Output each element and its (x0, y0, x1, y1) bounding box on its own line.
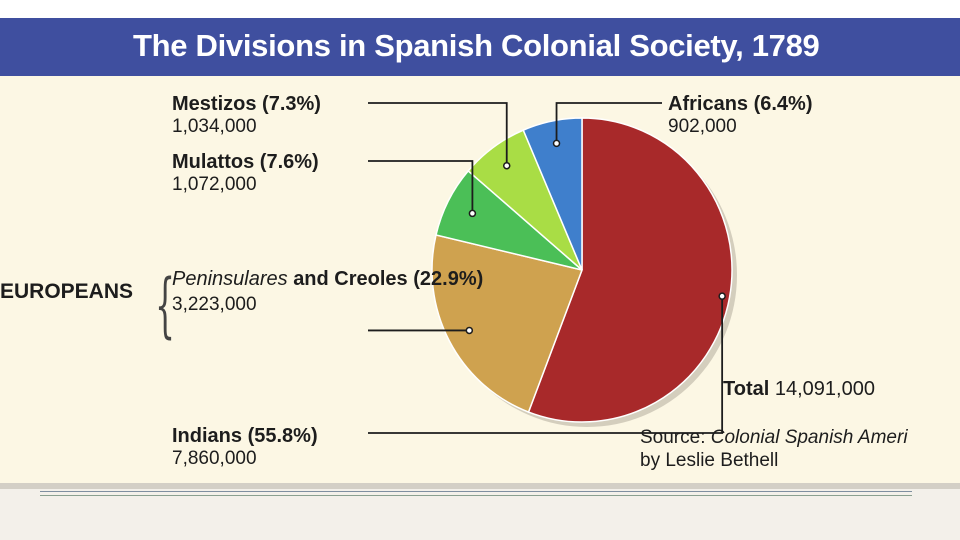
leader-line-africans (555, 102, 662, 144)
leader-line-mestizos (368, 102, 508, 166)
slice-count: 1,034,000 (172, 116, 257, 137)
slice-count: 3,223,000 (172, 294, 257, 315)
panel-shadow (0, 483, 960, 489)
slice-percent: (7.3%) (262, 93, 321, 115)
slice-percent: (22.9%) (413, 268, 484, 290)
group-label-europeans: EUROPEANS (0, 280, 134, 303)
group-brace: { (155, 264, 176, 346)
pie-slice-indians (527, 117, 733, 423)
slice-count: 902,000 (668, 116, 737, 137)
total-value: 14,091,000 (774, 378, 875, 400)
pie-slice-africans (522, 117, 583, 271)
leader-dot-mestizos (502, 161, 511, 170)
title-bar (0, 18, 960, 76)
slice-name: Mulattos (172, 151, 255, 173)
total-label: Total 14,091,000 (723, 378, 875, 401)
slice-percent: (55.8%) (247, 425, 318, 447)
slice-name: Africans (668, 93, 749, 115)
slice-percent: (7.6%) (259, 151, 319, 173)
leader-dot-africans (552, 139, 561, 148)
leader-dot-and-creoles (465, 326, 474, 335)
slice-name: Indians (172, 425, 243, 447)
total-caption: Total (723, 378, 770, 400)
slice-count: 1,072,000 (172, 174, 257, 195)
label-africans: Africans (6.4%) 902,000 (668, 92, 813, 138)
slice-name: and Creoles (293, 268, 408, 290)
leader-dot-mulattos (468, 209, 477, 218)
bottom-rule (40, 491, 912, 492)
source-author: by Leslie Bethell (640, 450, 779, 471)
label-peninsulares-creoles: Peninsulares and Creoles (22.9%) 3,223,0… (172, 264, 483, 316)
slice-percent: (6.4%) (753, 93, 813, 115)
slice-name: Mestizos (172, 93, 257, 115)
top-margin (0, 0, 960, 18)
label-mulattos: Mulattos (7.6%) 1,072,000 (172, 150, 319, 196)
source-prefix: Source: (640, 427, 706, 448)
leader-line-mulattos (368, 160, 474, 214)
leader-dot-indians (718, 292, 726, 300)
label-indians: Indians (55.8%) 7,860,000 (172, 424, 318, 470)
label-mestizos: Mestizos (7.3%) 1,034,000 (172, 92, 321, 138)
source-note: Source: Colonial Spanish Ameri by Leslie… (640, 426, 908, 472)
slice-name-prefix: Peninsulares (172, 268, 288, 290)
slice-count: 7,860,000 (172, 448, 257, 469)
source-title: Colonial Spanish Ameri (710, 427, 908, 448)
leader-line-indians (368, 296, 724, 434)
chart-title: The Divisions in Spanish Colonial Societ… (133, 28, 820, 63)
pie-slice-and-creoles (431, 234, 584, 413)
bottom-rule (40, 495, 912, 496)
